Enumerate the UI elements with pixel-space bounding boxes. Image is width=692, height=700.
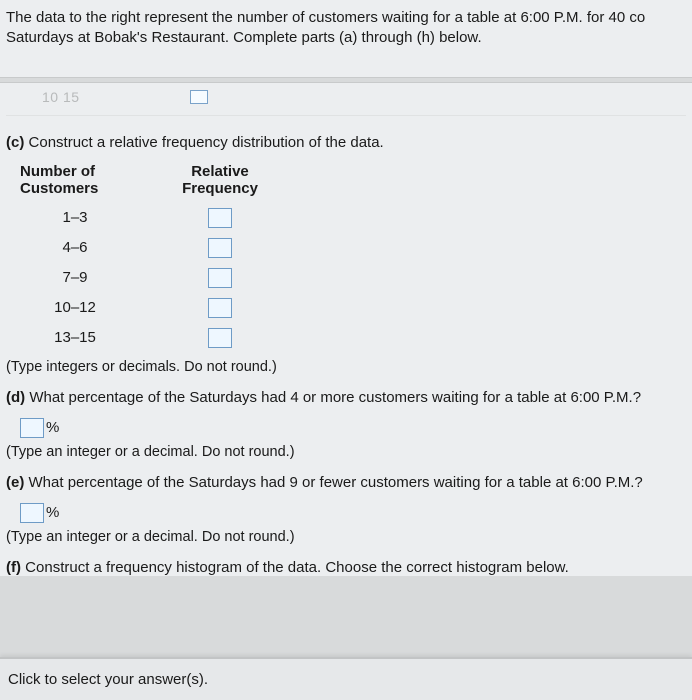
row-label: 7–9 — [20, 269, 160, 286]
part-e-label: (e) — [6, 474, 24, 491]
part-d-input[interactable] — [20, 418, 44, 438]
part-e-answer-row: % — [20, 503, 686, 523]
freq-table-header: Number of Customers Relative Frequency — [20, 163, 686, 197]
part-c-text: Construct a relative frequency distribut… — [29, 134, 384, 151]
frequency-table: Number of Customers Relative Frequency 1… — [20, 163, 686, 353]
col-relfreq-header: Relative Frequency — [160, 163, 280, 197]
col1-h-l1: Number of — [20, 163, 160, 180]
footer-text: Click to select your answer(s). — [8, 671, 208, 688]
table-row: 1–3 — [20, 203, 686, 233]
part-e-unit: % — [46, 504, 59, 521]
table-row: 4–6 — [20, 233, 686, 263]
part-f-heading: (f) Construct a frequency histogram of t… — [6, 559, 686, 576]
part-d-heading: (d) What percentage of the Saturdays had… — [6, 389, 686, 406]
part-d-label: (d) — [6, 389, 25, 406]
prompt-line-1: The data to the right represent the numb… — [6, 8, 686, 28]
relfreq-input-3[interactable] — [208, 268, 232, 288]
row-label: 13–15 — [20, 329, 160, 346]
table-row: 10–12 — [20, 293, 686, 323]
part-c-label: (c) — [6, 134, 24, 151]
part-d-unit: % — [46, 419, 59, 436]
row-label: 10–12 — [20, 299, 160, 316]
col-customers-header: Number of Customers — [20, 163, 160, 197]
previous-part-fragment: 10 15 — [6, 83, 686, 116]
part-d-text: What percentage of the Saturdays had 4 o… — [29, 389, 641, 406]
part-c-heading: (c) Construct a relative frequency distr… — [6, 134, 686, 151]
part-e-input[interactable] — [20, 503, 44, 523]
row-label: 4–6 — [20, 239, 160, 256]
col2-h-l1: Relative — [160, 163, 280, 180]
table-row: 13–15 — [20, 323, 686, 353]
col1-h-l2: Customers — [20, 180, 160, 197]
part-f-label: (f) — [6, 559, 21, 576]
prompt-line-2: Saturdays at Bobak's Restaurant. Complet… — [6, 28, 686, 48]
part-d-hint: (Type an integer or a decimal. Do not ro… — [6, 444, 686, 460]
footer-bar[interactable]: Click to select your answer(s). — [0, 657, 692, 700]
content-block: 10 15 (c) Construct a relative frequency… — [0, 82, 692, 576]
relfreq-input-4[interactable] — [208, 298, 232, 318]
part-d-answer-row: % — [20, 418, 686, 438]
part-e-text: What percentage of the Saturdays had 9 o… — [29, 474, 643, 491]
col2-h-l2: Frequency — [160, 180, 280, 197]
table-row: 7–9 — [20, 263, 686, 293]
relfreq-input-1[interactable] — [208, 208, 232, 228]
part-f-text: Construct a frequency histogram of the d… — [25, 559, 569, 576]
row-label: 1–3 — [20, 209, 160, 226]
prev-row-label: 10 15 — [42, 89, 80, 105]
prev-input-box[interactable] — [190, 90, 208, 104]
relfreq-input-2[interactable] — [208, 238, 232, 258]
question-prompt-block: The data to the right represent the numb… — [0, 0, 692, 78]
relfreq-input-5[interactable] — [208, 328, 232, 348]
part-c-hint: (Type integers or decimals. Do not round… — [6, 359, 686, 375]
part-e-heading: (e) What percentage of the Saturdays had… — [6, 474, 686, 491]
part-e-hint: (Type an integer or a decimal. Do not ro… — [6, 529, 686, 545]
